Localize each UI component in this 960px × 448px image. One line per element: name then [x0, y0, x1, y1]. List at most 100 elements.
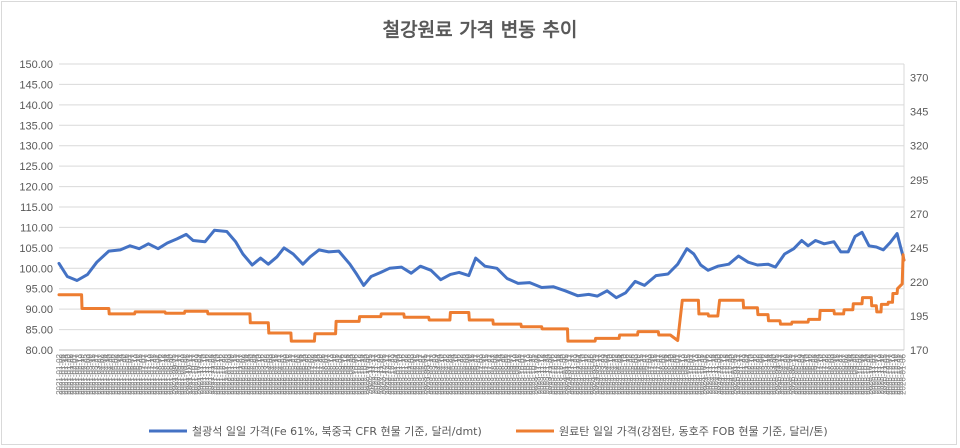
x-tick-label: 2022-01-03: [224, 353, 233, 394]
x-tick-label: 2024-12-30: [727, 353, 736, 394]
x-tick-label: 2025-05-23: [794, 353, 803, 394]
x-tick-label: 2021-07-19: [146, 353, 155, 394]
x-tick-label: 2022-06-20: [301, 353, 310, 394]
x-tick-label: 2025-03-12: [760, 353, 769, 394]
x-tick-label: 2023-06-15: [467, 353, 476, 394]
x-tick-label: 2022-07-20: [315, 353, 324, 394]
x-tick-label: 2025-11-25: [879, 353, 888, 394]
x-tick-label: 2022-11-23: [373, 353, 382, 394]
x-tick-label: 2023-10-25: [528, 353, 537, 394]
x-tick-label: 2023-02-03: [406, 353, 415, 394]
x-tick-label: 2024-07-27: [655, 353, 664, 394]
x-tick-label: 2025-06-22: [807, 353, 816, 394]
x-tick-label: 2022-08-31: [334, 353, 343, 394]
x-tick-label: 2024-01-11: [564, 353, 573, 394]
legend-label-iron-ore: 철광석 일일 가격(Fe 61%, 북중국 CFR 현물 기준, 달러/dmt): [192, 424, 482, 438]
y-left-tick-label: 80.00: [25, 345, 53, 357]
x-tick-label: 2023-03-23: [428, 353, 437, 394]
x-tick-label: 2022-06-02: [293, 353, 302, 394]
x-tick-label: 2023-04-04: [434, 353, 443, 394]
x-tick-label: 2023-11-18: [539, 353, 548, 394]
x-tick-label: 2024-12-24: [724, 353, 733, 394]
x-tick-label: 2021-10-11: [185, 353, 194, 394]
x-tick-label: 2023-08-08: [492, 353, 501, 394]
x-tick-label: 2022-04-21: [274, 353, 283, 394]
x-tick-label: 2023-11-30: [545, 353, 554, 394]
x-tick-label: 2024-03-23: [597, 353, 606, 394]
x-tick-label: 2025-07-28: [824, 353, 833, 394]
x-tick-label: 2021-08-18: [160, 353, 169, 394]
x-tick-label: 2022-10-24: [359, 353, 368, 394]
x-tick-label: 2025-03-18: [763, 353, 772, 394]
y-left-tick-label: 100.00: [19, 263, 53, 275]
x-tick-label: 2021-05-14: [116, 353, 125, 394]
x-tick-label: 2025-06-04: [799, 353, 808, 394]
x-tick-label: 2024-03-17: [594, 353, 603, 394]
x-tick-label: 2024-03-29: [600, 353, 609, 394]
x-tick-label: 2024-11-06: [702, 353, 711, 394]
x-tick-label: 2021-04-08: [99, 353, 108, 394]
x-tick-label: 2024-09-13: [677, 353, 686, 394]
x-tick-label: 2024-09-19: [680, 353, 689, 394]
x-tick-label: 2022-12-11: [381, 353, 390, 394]
x-tick-label: 2025-07-04: [813, 353, 822, 394]
x-tick-label: 2021-02-13: [74, 353, 83, 394]
x-tick-label: 2022-08-01: [321, 353, 330, 394]
x-tick-label: 2023-07-21: [484, 353, 493, 394]
x-tick-label: 2023-10-31: [531, 353, 540, 394]
x-tick-label: 2023-03-29: [431, 353, 440, 394]
x-tick-label: 2025-10-20: [863, 353, 872, 394]
x-tick-label: 2024-12-18: [722, 353, 731, 394]
x-tick-label: 2021-02-19: [77, 353, 86, 394]
x-tick-label: 2021-03-09: [85, 353, 94, 394]
x-tick-label: 2025-01-11: [733, 353, 742, 394]
x-tick-label: 2023-10-13: [522, 353, 531, 394]
x-tick-label: 2022-12-17: [384, 353, 393, 394]
x-tick-label: 2022-08-13: [326, 353, 335, 394]
x-tick-label: 2025-05-29: [796, 353, 805, 394]
x-tick-label: 2021-05-26: [121, 353, 130, 394]
x-tick-label: 2024-10-13: [691, 353, 700, 394]
x-tick-label: 2024-11-12: [705, 353, 714, 394]
x-tick-label: 2024-05-04: [617, 353, 626, 394]
series-line-coking-coal: [57, 253, 906, 343]
x-tick-label: 2025-06-16: [805, 353, 814, 394]
x-tick-label: 2023-12-18: [553, 353, 562, 394]
x-tick-label: 2024-02-28: [586, 353, 595, 394]
x-tick-label: 2022-09-06: [337, 353, 346, 394]
x-tick-label: 2025-04-23: [780, 353, 789, 394]
x-tick-label: 2021-08-06: [155, 353, 164, 394]
x-tick-label: 2021-02-25: [80, 353, 89, 394]
x-tick-label: 2025-02-10: [747, 353, 756, 394]
x-tick-label: 2024-10-07: [688, 353, 697, 394]
x-tick-label: 2022-02-08: [240, 353, 249, 394]
x-tick-label: 2025-02-16: [749, 353, 758, 394]
x-tick-label: 2022-01-15: [229, 353, 238, 394]
x-tick-label: 2023-10-01: [517, 353, 526, 394]
x-tick-label: 2025-02-04: [744, 353, 753, 394]
x-tick-label: 2023-02-09: [409, 353, 418, 394]
x-tick-label: 2023-02-21: [415, 353, 424, 394]
x-tick-label: 2022-09-12: [340, 353, 349, 394]
x-tick-label: 2024-06-15: [636, 353, 645, 394]
x-tick-label: 2023-02-27: [417, 353, 426, 394]
x-tick-label: 2025-06-28: [810, 353, 819, 394]
x-tick-label: 2021-07-31: [152, 353, 161, 394]
x-tick-label: 2025-01-05: [730, 353, 739, 394]
x-tick-label: 2022-04-09: [268, 353, 277, 394]
x-tick-label: 2025-03-06: [758, 353, 767, 394]
x-tick-label: 2023-01-10: [395, 353, 404, 394]
x-tick-label: 2024-12-06: [716, 353, 725, 394]
x-tick-label: 2021-08-30: [166, 353, 175, 394]
x-tick-label: 2023-07-03: [475, 353, 484, 394]
x-tick-label: 2025-11-19: [877, 353, 886, 394]
x-tick-label: 2022-01-21: [232, 353, 241, 394]
x-tick-label: 2021-11-10: [199, 353, 208, 394]
y-left-tick-label: 145.00: [19, 79, 53, 91]
x-tick-label: 2022-11-17: [370, 353, 379, 394]
x-tick-label: 2025-01-17: [735, 353, 744, 394]
x-tick-label: 2023-11-12: [536, 353, 545, 394]
x-tick-label: 2023-04-16: [440, 353, 449, 394]
x-tick-label: 2022-03-16: [257, 353, 266, 394]
